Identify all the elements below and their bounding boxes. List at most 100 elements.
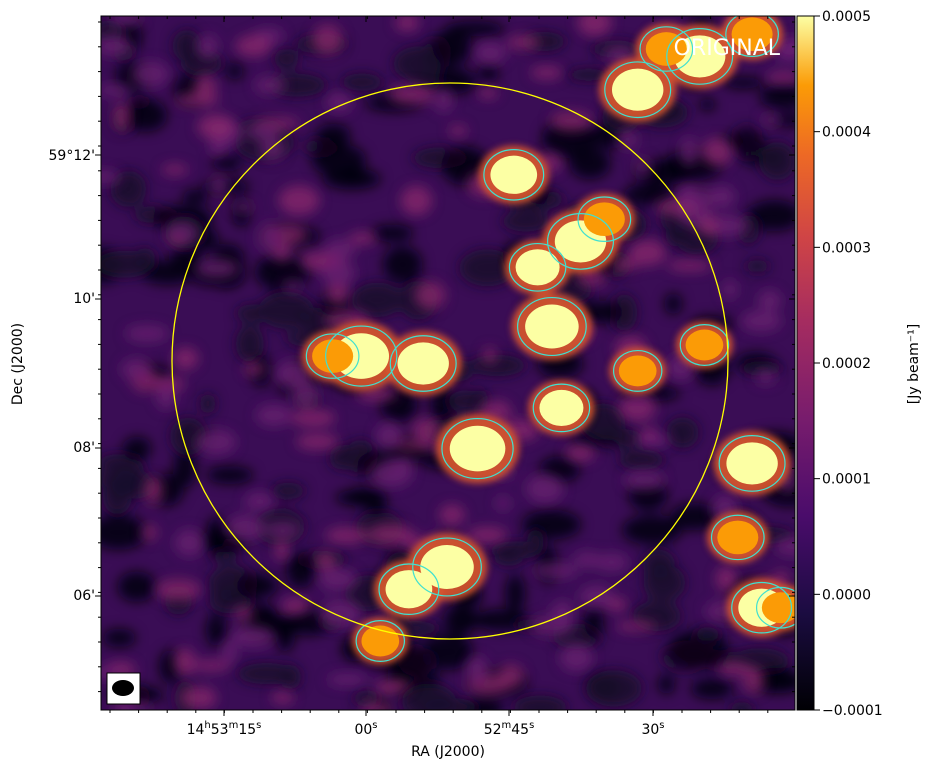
noise-patch-mid xyxy=(257,222,282,253)
noise-patch-mid xyxy=(760,114,783,126)
dec-tick-labels: 59°12' 10' 08' 06' xyxy=(49,148,95,604)
noise-patch-dark xyxy=(210,156,243,171)
noise-patch-dark xyxy=(382,246,423,283)
noise-patch-mid xyxy=(477,87,498,99)
contours xyxy=(305,16,888,662)
noise-patch-mid xyxy=(389,84,435,105)
noise-patch-mid xyxy=(149,375,185,392)
noise-patch-dark xyxy=(458,248,517,287)
source-core xyxy=(611,68,664,111)
noise-patch-dark xyxy=(101,514,148,550)
noise-patch-mid xyxy=(315,551,336,571)
noise-patch-mid xyxy=(141,524,158,541)
noise-patch-mid xyxy=(359,702,394,710)
source-contour xyxy=(483,148,545,201)
noise-patch-mid xyxy=(411,418,441,441)
noise-patch-dark xyxy=(759,84,795,109)
noise-patch-mid xyxy=(551,600,574,625)
noise-patch-mid xyxy=(172,347,199,370)
noise-patch-dark xyxy=(205,613,227,647)
source-core xyxy=(361,625,400,657)
ra-tick-label-3: 52m45s xyxy=(484,720,535,738)
noise-patch-mid xyxy=(667,260,712,272)
source-core xyxy=(385,570,433,609)
noise-patch-dark xyxy=(665,223,683,247)
noise-patch-mid xyxy=(221,639,238,665)
noise-patch-mid xyxy=(395,439,440,451)
noise-patch-mid xyxy=(209,138,225,157)
noise-patch-mid xyxy=(482,347,497,364)
noise-patch-dark xyxy=(566,68,611,82)
source-core xyxy=(645,32,687,66)
source-contour xyxy=(604,61,672,119)
noise-patch-mid xyxy=(325,527,371,544)
noise-patch-mid xyxy=(113,101,130,132)
noise-patch-mid xyxy=(439,504,465,525)
noise-patch-mid xyxy=(434,87,453,113)
noise-patch-dark xyxy=(117,571,156,603)
noise-patch-mid xyxy=(634,434,672,448)
noise-patch-mid xyxy=(265,521,301,538)
source-contour xyxy=(718,435,786,492)
noise-patch-dark xyxy=(393,46,443,82)
noise-patch-mid xyxy=(174,529,205,557)
noise-patch-dark xyxy=(134,247,156,272)
noise-patch-dark xyxy=(334,489,382,506)
colorbar-ticks: 0.0005 0.0004 0.0003 0.0002 0.0001 0.0000 −0.0… xyxy=(814,9,883,719)
noise-patch-dark xyxy=(278,664,302,690)
noise-patch-dark xyxy=(618,449,665,471)
dec-tick-label-3: 08' xyxy=(73,440,95,456)
dec-tick-label-2: 10' xyxy=(73,291,95,307)
source-contour xyxy=(816,34,869,78)
noise-patch-mid xyxy=(375,422,403,451)
source-contour xyxy=(532,383,591,433)
source-cores xyxy=(312,17,795,657)
noise-patch-mid xyxy=(131,61,169,88)
noise-patch-mid xyxy=(175,93,220,107)
noise-patch-mid xyxy=(197,114,234,140)
noise-patch-dark xyxy=(478,63,499,83)
noise-patch-mid xyxy=(565,444,595,462)
noise-patch-mid xyxy=(355,387,398,401)
noise-patch-dark xyxy=(610,293,638,332)
noise-patch-dark xyxy=(722,76,765,89)
source-contour xyxy=(666,28,734,85)
source-core xyxy=(761,592,795,624)
noise-patch-mid xyxy=(124,325,169,342)
noise-patch-mid xyxy=(474,41,506,65)
noise-patch-mid xyxy=(742,667,765,694)
noise-patch-mid xyxy=(231,625,275,648)
colorbar-label: [Jy beam⁻¹] xyxy=(906,324,922,405)
noise-patch-dark xyxy=(236,573,278,599)
noise-patch-mid xyxy=(533,562,578,579)
noise-patch-mid xyxy=(628,239,667,266)
colorbar-tick-label: 0.0001 xyxy=(822,472,871,488)
noise-patch-mid xyxy=(635,157,651,177)
noise-patch-mid xyxy=(235,34,272,58)
noise-patch-mid xyxy=(195,258,239,279)
noise-patch-dark xyxy=(747,199,795,232)
noise-patch-dark xyxy=(102,628,137,648)
ra-tick-labels: 14h53m15s 00s 52m45s 30s xyxy=(187,720,665,738)
noise-patch-dark xyxy=(429,389,455,421)
dec-tick-label-4: 06' xyxy=(73,588,95,604)
noise-patch-mid xyxy=(758,290,782,312)
noise-patch-dark xyxy=(622,514,682,545)
noise-patch-dark xyxy=(206,466,254,485)
source-contour xyxy=(508,242,567,292)
y-axis-label: Dec (J2000) xyxy=(10,323,26,405)
noise-patch-mid xyxy=(697,216,719,237)
source-core xyxy=(685,329,724,361)
source-contour xyxy=(835,197,888,241)
noise-patch-dark xyxy=(235,324,265,363)
field-of-view-circle xyxy=(171,82,729,640)
ra-tick-label-1: 14h53m15s xyxy=(187,720,262,738)
colorbar-tick-label: 0.0002 xyxy=(822,356,871,372)
colorbar-tick-label: 0.0005 xyxy=(822,9,871,25)
noise-patch-dark xyxy=(285,552,315,589)
noise-patch-mid xyxy=(773,536,795,556)
noise-patch-dark xyxy=(690,678,734,700)
noise-patch-dark xyxy=(226,62,244,80)
noise-patch-dark xyxy=(199,393,216,415)
source-core xyxy=(717,520,759,555)
